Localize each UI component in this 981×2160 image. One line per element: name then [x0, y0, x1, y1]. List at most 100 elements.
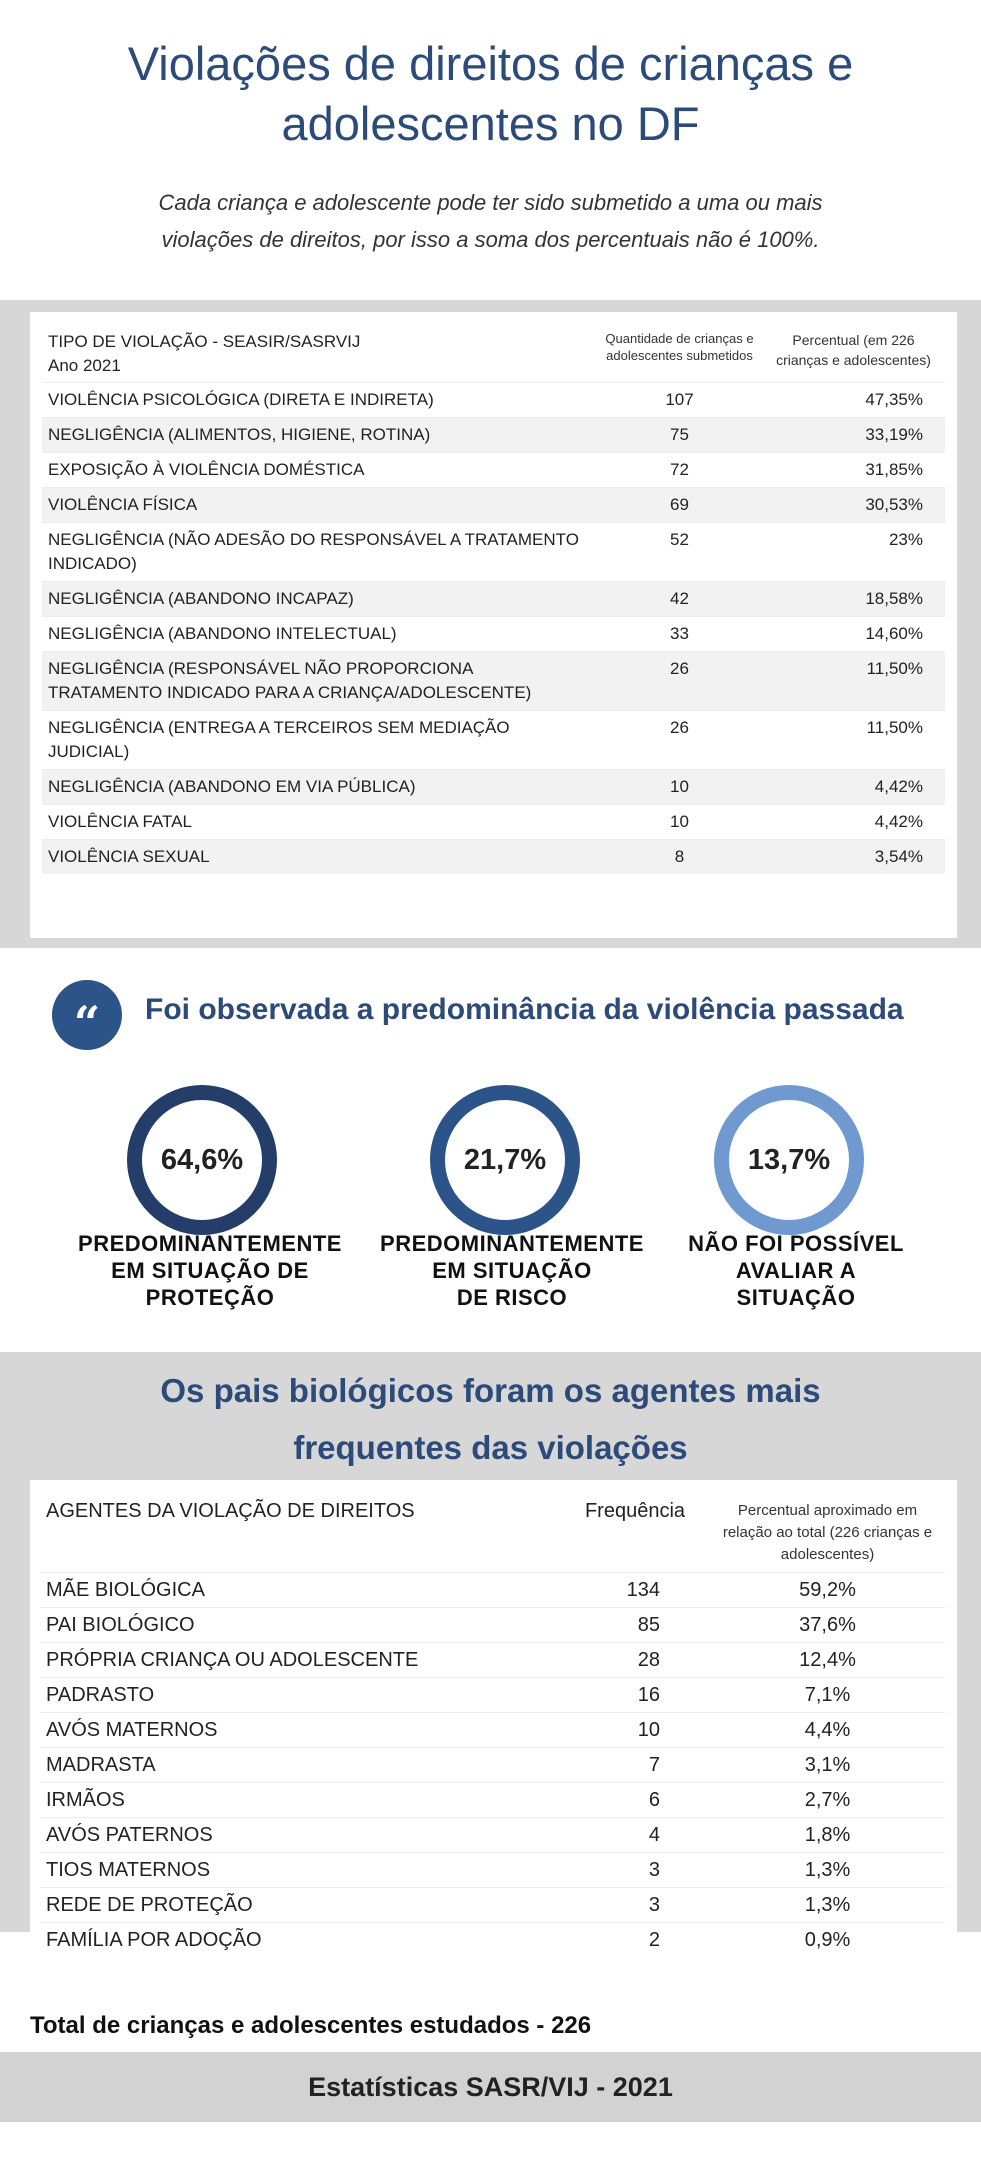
table-row: NEGLIGÊNCIA (RESPONSÁVEL NÃO PROPORCIONA…	[42, 651, 945, 711]
violation-qty: 10	[670, 777, 689, 796]
table-row: REDE DE PROTEÇÃO 3 1,3%	[40, 1887, 945, 1923]
violation-type: EXPOSIÇÃO À VIOLÊNCIA DOMÉSTICA	[48, 460, 365, 479]
violation-pct: 47,35%	[865, 390, 923, 409]
agents-table: AGENTES DA VIOLAÇÃO DE DIREITOS Frequênc…	[40, 1494, 945, 1957]
violation-qty: 72	[670, 460, 689, 479]
table-row: NEGLIGÊNCIA (ABANDONO EM VIA PÚBLICA) 10 4…	[42, 769, 945, 805]
title-line-2: adolescentes no DF	[281, 97, 700, 150]
agent-name: TIOS MATERNOS	[40, 1852, 560, 1888]
agent-name: MADRASTA	[40, 1747, 560, 1783]
agent-pct: 4,4%	[710, 1712, 945, 1748]
violations-header-row: TIPO DE VIOLAÇÃO - SEASIR/SASRVIJ Ano 20…	[42, 326, 945, 383]
violation-qty: 52	[670, 530, 689, 549]
violation-pct: 30,53%	[865, 495, 923, 514]
violation-type: NEGLIGÊNCIA (ALIMENTOS, HIGIENE, ROTINA)	[48, 425, 431, 444]
agent-freq: 10	[560, 1712, 710, 1748]
agent-pct: 7,1%	[710, 1677, 945, 1713]
agent-name: FAMÍLIA POR ADOÇÃO	[40, 1922, 560, 1957]
violations-col-qty: Quantidade de crianças e adolescentes su…	[605, 331, 754, 363]
ring-risk: 21,7%	[430, 1085, 580, 1235]
table-row: VIOLÊNCIA PSICOLÓGICA (DIRETA E INDIRETA…	[42, 382, 945, 418]
agent-pct: 2,7%	[710, 1782, 945, 1818]
agent-freq: 134	[560, 1572, 710, 1608]
table-row: NEGLIGÊNCIA (ABANDONO INTELECTUAL) 33 14,6…	[42, 616, 945, 652]
violation-qty: 75	[670, 425, 689, 444]
ring-undetermined-value: 13,7%	[747, 1144, 831, 1176]
agents-header-row: AGENTES DA VIOLAÇÃO DE DIREITOS Frequênc…	[40, 1494, 945, 1573]
agents-col-pct: Percentual aproximado em relação ao tota…	[722, 1502, 933, 1563]
violation-type: VIOLÊNCIA FÍSICA	[48, 495, 198, 514]
agents-col-freq: Frequência	[584, 1500, 686, 1522]
violation-pct: 4,42%	[874, 777, 923, 796]
agent-freq: 3	[560, 1887, 710, 1923]
agent-name: REDE DE PROTEÇÃO	[40, 1887, 560, 1923]
caption-protection: PREDOMINANTEMENTE EM SITUAÇÃO DE PROTEÇÃ…	[78, 1231, 342, 1310]
violation-type: NEGLIGÊNCIA (ABANDONO INTELECTUAL)	[48, 624, 397, 643]
table-row: MADRASTA 7 3,1%	[40, 1747, 945, 1783]
agent-pct: 1,8%	[710, 1817, 945, 1853]
violation-pct: 4,42%	[874, 812, 923, 831]
violations-table: TIPO DE VIOLAÇÃO - SEASIR/SASRVIJ Ano 20…	[42, 326, 945, 874]
violation-type: VIOLÊNCIA SEXUAL	[48, 847, 210, 866]
agent-freq: 7	[560, 1747, 710, 1783]
agent-freq: 85	[560, 1607, 710, 1643]
violation-type: NEGLIGÊNCIA (ENTREGA A TERCEIROS SEM MED…	[48, 718, 510, 761]
violations-col-type: TIPO DE VIOLAÇÃO - SEASIR/SASRVIJ Ano 20…	[48, 332, 361, 375]
title-line-1: Violações de direitos de crianças e	[127, 37, 854, 90]
table-row: PAI BIOLÓGICO 85 37,6%	[40, 1607, 945, 1643]
violation-qty: 107	[665, 390, 694, 409]
violation-pct: 18,58%	[865, 589, 923, 608]
agent-freq: 6	[560, 1782, 710, 1818]
agent-pct: 1,3%	[710, 1887, 945, 1923]
ring-protection: 64,6%	[127, 1085, 277, 1235]
agent-name: AVÓS PATERNOS	[40, 1817, 560, 1853]
table-row: PADRASTO 16 7,1%	[40, 1677, 945, 1713]
subtitle-line-1: Cada criança e adolescente pode ter sido…	[158, 190, 823, 215]
table-row: NEGLIGÊNCIA (NÃO ADESÃO DO RESPONSÁVEL A…	[42, 522, 945, 582]
agent-name: MÃE BIOLÓGICA	[40, 1572, 560, 1608]
agent-name: PAI BIOLÓGICO	[40, 1607, 560, 1643]
agent-name: IRMÃOS	[40, 1782, 560, 1818]
agent-name: PADRASTO	[40, 1677, 560, 1713]
source-footer: Estatísticas SASR/VIJ - 2021	[0, 2052, 981, 2122]
caption-undetermined: NÃO FOI POSSÍVEL AVALIAR A SITUAÇÃO	[688, 1231, 904, 1310]
agent-name: PRÓPRIA CRIANÇA OU ADOLESCENTE	[40, 1642, 560, 1678]
violation-pct: 23%	[888, 530, 923, 549]
table-row: NEGLIGÊNCIA (ABANDONO INCAPAZ) 42 18,58%	[42, 581, 945, 617]
agents-heading: Os pais biológicos foram os agentes mais…	[160, 1372, 821, 1466]
violation-type: VIOLÊNCIA PSICOLÓGICA (DIRETA E INDIRETA…	[48, 390, 434, 409]
violation-qty: 33	[670, 624, 689, 643]
violation-qty: 10	[670, 812, 689, 831]
subtitle-line-2: violações de direitos, por isso a soma d…	[161, 227, 820, 252]
violation-qty: 42	[670, 589, 689, 608]
table-row: VIOLÊNCIA SEXUAL 8 3,54%	[42, 839, 945, 874]
table-row: VIOLÊNCIA FATAL 10 4,42%	[42, 804, 945, 840]
table-row: PRÓPRIA CRIANÇA OU ADOLESCENTE 28 12,4%	[40, 1642, 945, 1678]
table-row: EXPOSIÇÃO À VIOLÊNCIA DOMÉSTICA 72 31,85%	[42, 452, 945, 488]
table-row: VIOLÊNCIA FÍSICA 69 30,53%	[42, 487, 945, 523]
agent-name: AVÓS MATERNOS	[40, 1712, 560, 1748]
table-row: MÃE BIOLÓGICA 134 59,2%	[40, 1572, 945, 1608]
agent-pct: 0,9%	[710, 1922, 945, 1957]
agents-col-agent: AGENTES DA VIOLAÇÃO DE DIREITOS	[46, 1500, 415, 1522]
violation-pct: 14,60%	[865, 624, 923, 643]
violation-qty: 8	[674, 847, 685, 866]
caption-risk: PREDOMINANTEMENTE EM SITUAÇÃO DE RISCO	[380, 1231, 644, 1310]
agent-pct: 3,1%	[710, 1747, 945, 1783]
table-row: AVÓS PATERNOS 4 1,8%	[40, 1817, 945, 1853]
violations-col-pct: Percentual (em 226 crianças e adolescent…	[776, 332, 931, 368]
violations-card	[30, 312, 957, 938]
violation-pct: 33,19%	[865, 425, 923, 444]
page-title: Violações de direitos de crianças e adol…	[0, 34, 981, 154]
violations-table-body: VIOLÊNCIA PSICOLÓGICA (DIRETA E INDIRETA…	[42, 382, 945, 874]
violation-qty: 26	[670, 718, 689, 737]
ring-undetermined: 13,7%	[714, 1085, 864, 1235]
violation-pct: 31,85%	[865, 460, 923, 479]
violation-pct: 3,54%	[874, 847, 923, 866]
violation-qty: 26	[670, 659, 689, 678]
ring-protection-value: 64,6%	[160, 1144, 244, 1176]
agent-pct: 59,2%	[710, 1572, 945, 1608]
violation-type: NEGLIGÊNCIA (ABANDONO INCAPAZ)	[48, 589, 354, 608]
agent-pct: 37,6%	[710, 1607, 945, 1643]
